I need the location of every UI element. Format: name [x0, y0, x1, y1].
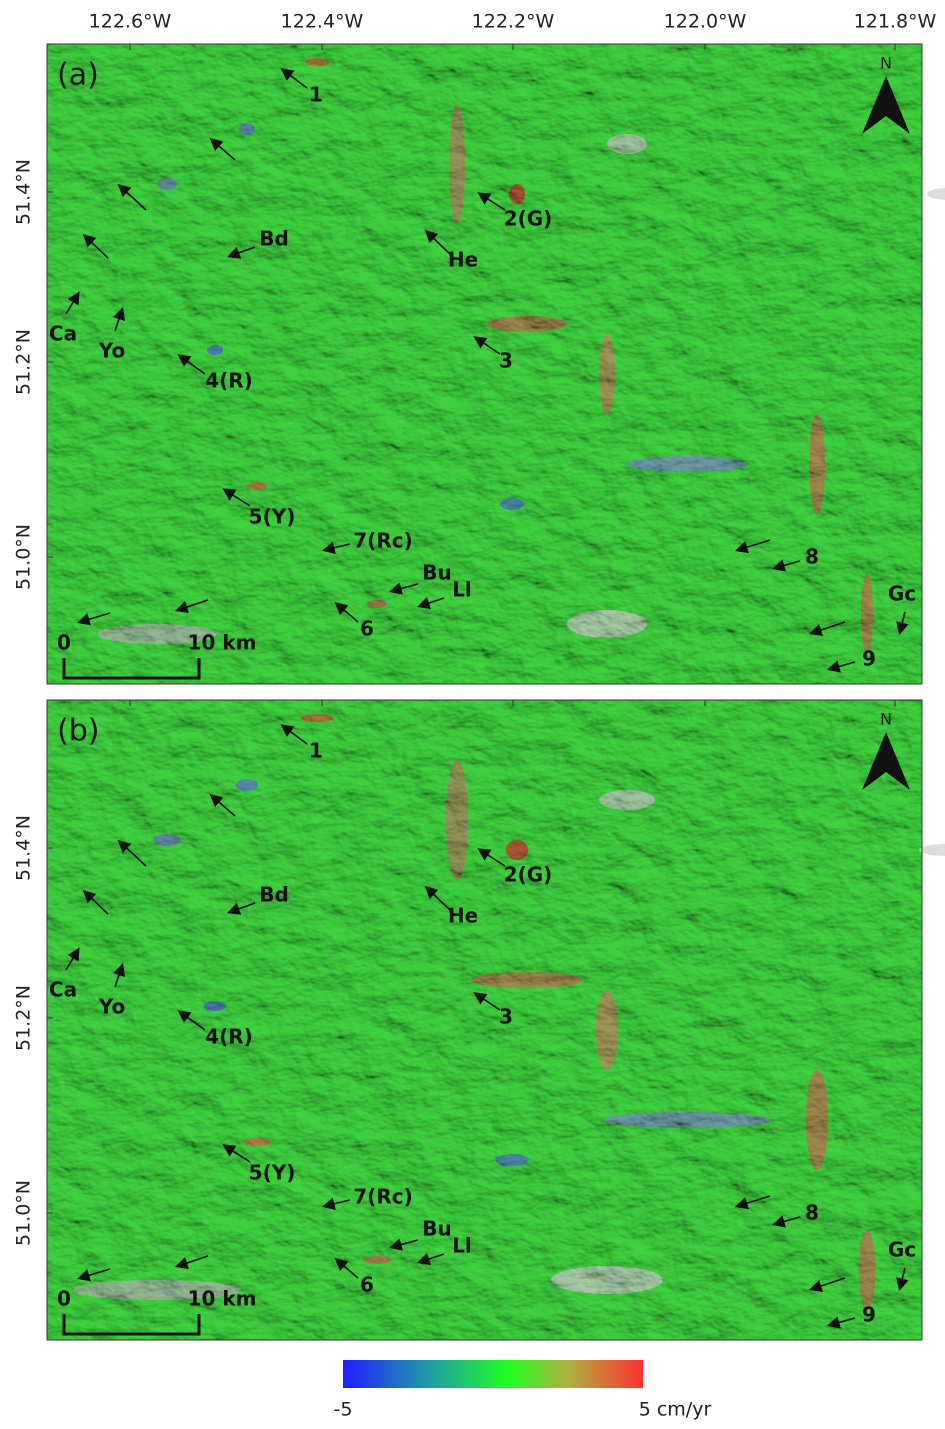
- annotation-label: Bd: [259, 883, 289, 907]
- annotation-label: 5(Y): [249, 505, 296, 529]
- annotation-label: 6: [360, 1273, 374, 1297]
- annotation-label: 7(Rc): [353, 529, 412, 553]
- annotation-label: 5(Y): [249, 1161, 296, 1185]
- annotation-label: 2(G): [504, 207, 553, 231]
- annotation-label: 4(R): [205, 1025, 253, 1049]
- annotation-label: Ca: [49, 978, 77, 1002]
- annotation-label: Bu: [422, 561, 451, 585]
- longitude-label: 122.2°W: [472, 11, 555, 33]
- scale-start: 0: [57, 631, 71, 655]
- deformation-patch: [927, 188, 945, 200]
- annotation-label: Ll: [452, 578, 472, 602]
- annotation-label: Yo: [98, 339, 125, 363]
- longitude-label: 122.4°W: [281, 11, 364, 33]
- map-panel: 51.4°N 51.2°N 51.0°N (a) N 0 10 km 1 2(G) 3 4(R) 5(…: [13, 44, 945, 684]
- annotation-label: 2(G): [504, 863, 553, 887]
- annotation-label: Gc: [888, 1238, 916, 1262]
- latitude-label: 51.4°N: [13, 815, 35, 881]
- annotation-label: 9: [862, 647, 876, 671]
- panel-label: (a): [57, 58, 99, 93]
- latitude-label: 51.0°N: [13, 1180, 35, 1246]
- annotation-label: Yo: [98, 995, 125, 1019]
- latitude-label: 51.4°N: [13, 159, 35, 225]
- annotation-label: Gc: [888, 582, 916, 606]
- scale-end: 10 km: [188, 631, 257, 655]
- annotation-label: 3: [499, 1005, 513, 1029]
- latitude-label: 51.0°N: [13, 524, 35, 590]
- relief-shading: [47, 44, 922, 684]
- north-label: N: [880, 710, 892, 729]
- annotation-label: 4(R): [205, 369, 253, 393]
- colorbar-max: 5 cm/yr: [639, 1399, 712, 1421]
- panel-label: (b): [57, 714, 99, 749]
- north-label: N: [880, 54, 892, 73]
- annotation-label: 1: [309, 83, 323, 107]
- map-panel: 51.4°N 51.2°N 51.0°N (b) N 0 10 km 1 2(G) 3 4(R) 5(…: [13, 700, 945, 1340]
- annotation-label: 7(Rc): [353, 1185, 412, 1209]
- annotation-label: 6: [360, 617, 374, 641]
- longitude-label: 121.8°W: [854, 11, 937, 33]
- annotation-label: Ca: [49, 322, 77, 346]
- deformation-patch: [919, 844, 945, 856]
- longitude-label: 122.0°W: [664, 11, 747, 33]
- colorbar: [343, 1360, 643, 1388]
- annotation-label: Bu: [422, 1217, 451, 1241]
- longitude-label: 122.6°W: [89, 11, 172, 33]
- annotation-label: 3: [499, 349, 513, 373]
- annotation-label: 8: [805, 545, 819, 569]
- figure: -5 5 cm/yr 122.6°W 122.4°W 122.2°W 122.0°W 1…: [0, 0, 945, 1425]
- annotation-label: Bd: [259, 227, 289, 251]
- scale-end: 10 km: [188, 1287, 257, 1311]
- scale-start: 0: [57, 1287, 71, 1311]
- annotation-label: He: [448, 904, 478, 928]
- annotation-label: 9: [862, 1303, 876, 1327]
- annotation-label: 8: [805, 1201, 819, 1225]
- annotation-label: 1: [309, 739, 323, 763]
- colorbar-min: -5: [334, 1399, 353, 1421]
- latitude-label: 51.2°N: [13, 329, 35, 395]
- relief-shading: [47, 700, 922, 1340]
- latitude-label: 51.2°N: [13, 985, 35, 1051]
- annotation-label: Ll: [452, 1234, 472, 1258]
- annotation-label: He: [448, 248, 478, 272]
